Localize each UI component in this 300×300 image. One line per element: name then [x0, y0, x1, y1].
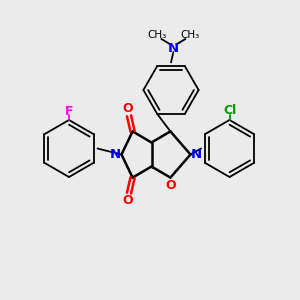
Text: N: N — [110, 148, 121, 161]
Text: N: N — [191, 148, 202, 161]
Text: Cl: Cl — [223, 104, 236, 117]
Text: O: O — [166, 179, 176, 192]
Text: O: O — [122, 194, 133, 207]
Text: N: N — [168, 42, 179, 56]
Text: CH₃: CH₃ — [180, 30, 200, 40]
Text: O: O — [122, 102, 133, 115]
Text: F: F — [65, 105, 73, 118]
Text: CH₃: CH₃ — [147, 30, 167, 40]
